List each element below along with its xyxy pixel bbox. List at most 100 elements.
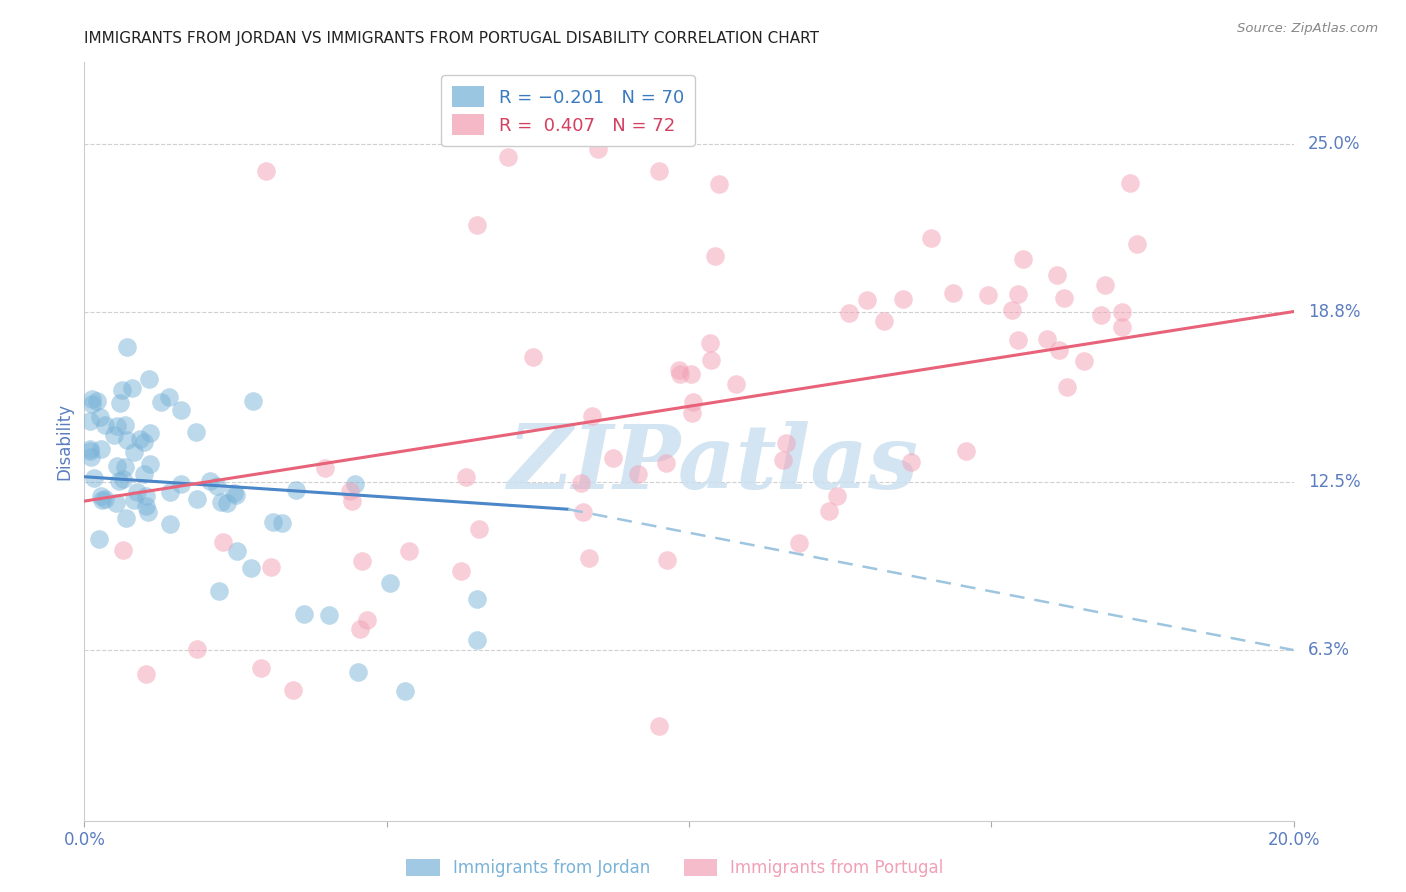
- Point: [89, 532, 111, 546]
- Point: [772, 453, 794, 467]
- Point: [89, 409, 111, 424]
- Point: [467, 632, 489, 647]
- Point: [344, 477, 367, 491]
- Point: [115, 511, 138, 525]
- Point: [349, 622, 371, 636]
- Point: [709, 178, 731, 192]
- Point: [110, 395, 132, 409]
- Point: [135, 489, 157, 503]
- Point: [725, 377, 748, 392]
- Point: [1012, 252, 1035, 267]
- Point: [891, 292, 914, 306]
- Point: [129, 432, 152, 446]
- Point: [157, 390, 180, 404]
- Point: [920, 231, 942, 245]
- Point: [215, 496, 238, 510]
- Point: [900, 455, 922, 469]
- Point: [186, 641, 208, 656]
- Point: [79, 414, 101, 428]
- Point: [467, 218, 489, 232]
- Point: [655, 456, 678, 470]
- Point: [121, 380, 143, 394]
- Point: [569, 475, 592, 490]
- Point: [1047, 343, 1070, 357]
- Point: [655, 553, 678, 567]
- Point: [838, 306, 860, 320]
- Point: [467, 592, 489, 607]
- Point: [668, 367, 690, 381]
- Point: [456, 469, 478, 483]
- Point: [135, 499, 157, 513]
- Point: [94, 492, 117, 507]
- Point: [648, 163, 671, 178]
- Point: [90, 489, 112, 503]
- Point: [127, 485, 149, 500]
- Point: [787, 536, 810, 550]
- Point: [134, 467, 156, 481]
- Point: [198, 474, 221, 488]
- Point: [117, 433, 139, 447]
- Point: [314, 461, 336, 475]
- Point: [394, 683, 416, 698]
- Point: [259, 560, 281, 574]
- Point: [679, 367, 702, 381]
- Point: [222, 485, 245, 500]
- Point: [90, 442, 112, 456]
- Point: [225, 544, 247, 558]
- Point: [1126, 237, 1149, 252]
- Y-axis label: Disability: Disability: [55, 403, 73, 480]
- Legend: R = −0.201   N = 70, R =  0.407   N = 72: R = −0.201 N = 70, R = 0.407 N = 72: [441, 75, 695, 146]
- Point: [281, 683, 304, 698]
- Point: [285, 483, 308, 497]
- Point: [873, 314, 896, 328]
- Point: [588, 142, 610, 156]
- Point: [1094, 277, 1116, 292]
- Point: [139, 457, 162, 471]
- Point: [581, 409, 603, 424]
- Point: [186, 425, 208, 439]
- Point: [105, 495, 128, 509]
- Point: [1053, 291, 1076, 305]
- Point: [450, 565, 472, 579]
- Point: [79, 444, 101, 458]
- Point: [111, 383, 134, 397]
- Point: [122, 445, 145, 459]
- Point: [294, 607, 316, 621]
- Point: [170, 403, 193, 417]
- Point: [356, 614, 378, 628]
- Point: [122, 492, 145, 507]
- Text: 6.3%: 6.3%: [1308, 641, 1350, 659]
- Text: ZIPatlas: ZIPatlas: [508, 421, 918, 508]
- Point: [1090, 308, 1112, 322]
- Point: [107, 459, 129, 474]
- Point: [1119, 176, 1142, 190]
- Point: [270, 516, 292, 531]
- Point: [79, 442, 101, 456]
- Point: [186, 491, 208, 506]
- Point: [1046, 268, 1069, 283]
- Text: 18.8%: 18.8%: [1308, 302, 1361, 320]
- Point: [1036, 332, 1059, 346]
- Point: [93, 417, 115, 432]
- Point: [254, 163, 277, 178]
- Point: [825, 489, 848, 503]
- Point: [132, 435, 155, 450]
- Point: [775, 436, 797, 450]
- Point: [1056, 380, 1078, 394]
- Point: [627, 467, 650, 481]
- Point: [699, 336, 721, 351]
- Point: [170, 477, 193, 491]
- Point: [1001, 303, 1024, 318]
- Point: [212, 535, 235, 549]
- Point: [602, 451, 624, 466]
- Point: [209, 495, 232, 509]
- Point: [262, 515, 284, 529]
- Text: Source: ZipAtlas.com: Source: ZipAtlas.com: [1237, 22, 1378, 36]
- Text: 12.5%: 12.5%: [1308, 473, 1361, 491]
- Point: [578, 550, 600, 565]
- Point: [496, 150, 519, 164]
- Point: [522, 350, 544, 364]
- Point: [378, 576, 401, 591]
- Point: [668, 363, 690, 377]
- Point: [1111, 304, 1133, 318]
